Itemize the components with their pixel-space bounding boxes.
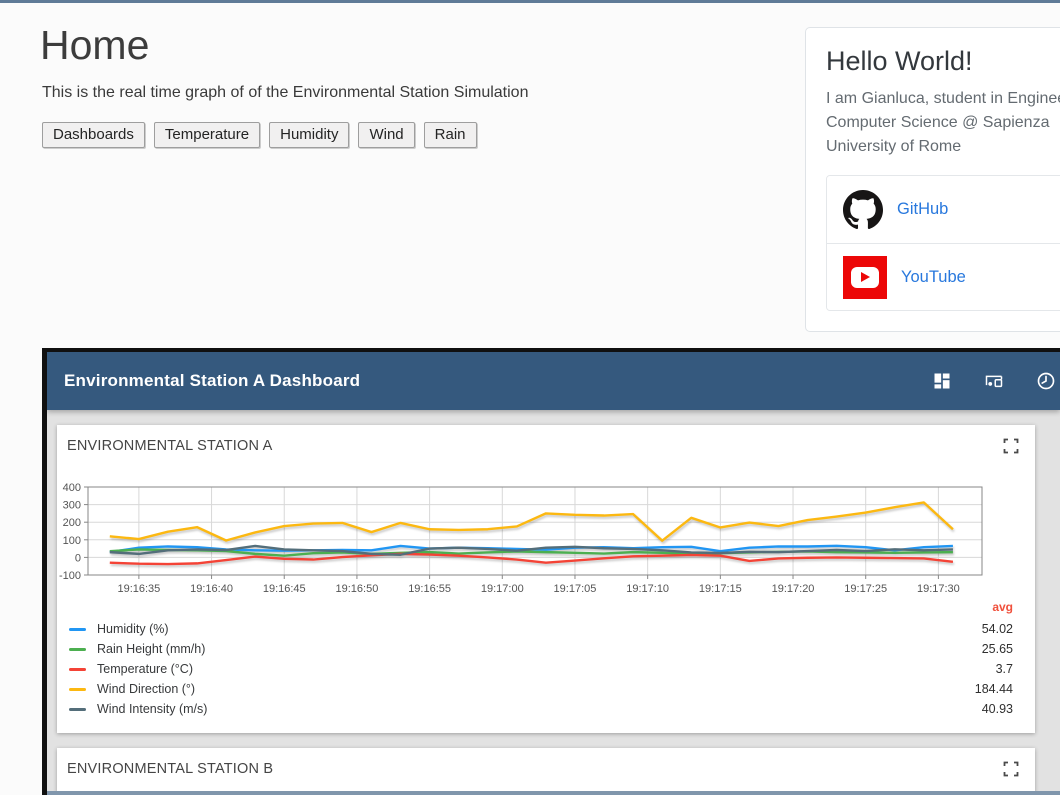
x-axis-tick-label: 19:17:20 — [772, 583, 815, 595]
youtube-link[interactable]: YouTube — [901, 267, 966, 286]
x-axis-tick-label: 19:16:55 — [408, 583, 451, 595]
humidity-button[interactable]: Humidity — [269, 122, 350, 148]
station-a-panel-title: ENVIRONMENTAL STATION A — [67, 438, 273, 454]
legend-label: Wind Direction (°) — [97, 682, 196, 696]
station-a-chart-svg: 400 300 200 100 0 -100 19:16:35 19:16:40 19:16:4… — [59, 482, 983, 595]
legend-header: avg — [69, 597, 1023, 619]
dashboards-icon[interactable] — [932, 371, 952, 391]
legend-avg-value: 54.02 — [981, 622, 1013, 636]
page-subtitle: This is the real time graph of of the En… — [42, 84, 529, 101]
rain-button[interactable]: Rain — [423, 122, 477, 148]
github-icon — [843, 189, 883, 230]
humidity-series-swatch — [69, 627, 86, 631]
profile-links-list: GitHub YouTube — [826, 175, 1060, 311]
station-a-panel: ENVIRONMENTAL STATION A 400 300 200 100 0 -10… — [57, 425, 1035, 733]
bottom-edge-strip — [47, 791, 1060, 795]
legend-label: Humidity (%) — [97, 622, 169, 636]
series-line — [109, 552, 954, 566]
profile-bio: I am Gianluca, student in Engineering in… — [826, 90, 1060, 155]
legend-label: Temperature (°C) — [97, 662, 193, 676]
station-b-fullscreen-button[interactable] — [1003, 761, 1019, 777]
temperature-button[interactable]: Temperature — [153, 122, 261, 148]
devices-icon[interactable] — [984, 371, 1004, 391]
legend-avg-value: 3.7 — [995, 662, 1013, 676]
dashboard-inner: Environmental Station A Dashboard — [47, 352, 1060, 795]
dashboard-content: ENVIRONMENTAL STATION A 400 300 200 100 0 -10… — [47, 410, 1060, 795]
x-axis-tick-label: 19:17:15 — [699, 583, 742, 595]
nav-buttons: Dashboards Temperature Humidity Wind Rai… — [42, 122, 477, 148]
page-title: Home — [40, 22, 150, 68]
station-b-panel-title: ENVIRONMENTAL STATION B — [67, 761, 274, 777]
wind-button[interactable]: Wind — [358, 122, 415, 148]
youtube-link-item[interactable]: YouTube — [827, 243, 1060, 310]
timewindow-clock-icon[interactable] — [1036, 371, 1056, 391]
github-link-item[interactable]: GitHub — [827, 176, 1060, 243]
series-line — [109, 501, 954, 542]
x-axis-tick-label: 19:17:25 — [844, 583, 887, 595]
station-a-fullscreen-button[interactable] — [1003, 438, 1019, 454]
dashboard-toolbar: Environmental Station A Dashboard — [47, 352, 1060, 410]
legend-row-rain-height[interactable]: Rain Height (mm/h) 25.65 — [69, 639, 1023, 659]
x-axis-tick-label: 19:16:45 — [263, 583, 306, 595]
legend-label: Wind Intensity (m/s) — [97, 702, 208, 716]
y-axis-tick-label: -100 — [59, 570, 81, 582]
temperature-series-swatch — [69, 667, 86, 671]
chart-series-lines — [109, 501, 954, 566]
legend-avg-value: 25.65 — [981, 642, 1013, 656]
y-axis-tick-label: 100 — [63, 535, 81, 547]
youtube-icon — [843, 255, 887, 299]
x-axis-tick-label: 19:17:00 — [481, 583, 524, 595]
station-b-panel: ENVIRONMENTAL STATION B — [57, 748, 1035, 795]
dashboard-toolbar-icons — [932, 371, 1056, 391]
profile-card-title: Hello World! — [826, 46, 973, 76]
y-axis-tick-label: 400 — [63, 482, 81, 494]
x-axis-tick-label: 19:16:40 — [190, 583, 233, 595]
x-axis-tick-label: 19:17:05 — [554, 583, 597, 595]
x-axis-tick-label: 19:16:50 — [336, 583, 379, 595]
wind-direction-series-swatch — [69, 687, 86, 691]
station-a-legend: avg Humidity (%) 54.02 Rain Height (mm/h… — [69, 597, 1023, 719]
legend-avg-value: 184.44 — [974, 682, 1013, 696]
github-link[interactable]: GitHub — [897, 200, 949, 218]
x-axis-tick-label: 19:17:30 — [917, 583, 960, 595]
legend-avg-value: 40.93 — [981, 702, 1013, 716]
profile-card: Hello World! I am Gianluca, student in E… — [805, 27, 1060, 332]
dashboard-iframe: Environmental Station A Dashboard — [42, 348, 1060, 795]
station-a-chart[interactable]: 400 300 200 100 0 -100 19:16:35 19:16:40 19:16:4… — [59, 481, 1019, 597]
rain-series-swatch — [69, 647, 86, 651]
y-axis-tick-label: 200 — [63, 517, 81, 529]
series-line — [109, 544, 953, 556]
legend-row-humidity[interactable]: Humidity (%) 54.02 — [69, 619, 1023, 639]
top-edge-strip — [0, 0, 1060, 3]
legend-row-wind-direction[interactable]: Wind Direction (°) 184.44 — [69, 679, 1023, 699]
dashboards-button[interactable]: Dashboards — [42, 122, 145, 148]
x-axis-tick-label: 19:17:10 — [626, 583, 669, 595]
wind-intensity-series-swatch — [69, 707, 86, 711]
x-axis-tick-label: 19:16:35 — [117, 583, 160, 595]
legend-avg-column-header: avg — [992, 600, 1013, 614]
y-axis-tick-label: 0 — [75, 552, 81, 564]
dashboard-toolbar-title: Environmental Station A Dashboard — [64, 371, 361, 390]
legend-label: Rain Height (mm/h) — [97, 642, 206, 656]
y-axis-tick-label: 300 — [63, 500, 81, 512]
legend-row-wind-intensity[interactable]: Wind Intensity (m/s) 40.93 — [69, 699, 1023, 719]
legend-row-temperature[interactable]: Temperature (°C) 3.7 — [69, 659, 1023, 679]
